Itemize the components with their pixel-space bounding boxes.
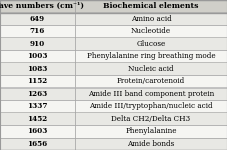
Text: 1263: 1263 — [27, 90, 48, 98]
Text: 1603: 1603 — [27, 127, 48, 135]
Bar — [75, 12, 227, 25]
Bar — [75, 63, 227, 75]
Text: Biochemical elements: Biochemical elements — [103, 2, 199, 10]
Bar — [0, 100, 75, 112]
Text: Nucleic acid: Nucleic acid — [128, 65, 174, 73]
Text: Wave numbers (cm⁻¹): Wave numbers (cm⁻¹) — [0, 2, 84, 10]
Bar — [0, 12, 75, 25]
Bar — [0, 0, 75, 12]
Text: Protein/carotenoid: Protein/carotenoid — [117, 77, 185, 85]
Text: 1452: 1452 — [27, 115, 48, 123]
Bar — [75, 75, 227, 87]
Bar — [0, 50, 75, 63]
Text: Glucose: Glucose — [136, 40, 165, 48]
Text: 1152: 1152 — [27, 77, 48, 85]
Bar — [0, 138, 75, 150]
Text: Phenylalanine ring breathing mode: Phenylalanine ring breathing mode — [87, 52, 215, 60]
Bar — [0, 112, 75, 125]
Bar — [75, 38, 227, 50]
Bar — [75, 125, 227, 138]
Bar — [0, 87, 75, 100]
Bar — [0, 25, 75, 38]
Text: 1337: 1337 — [27, 102, 48, 110]
Bar — [75, 100, 227, 112]
Bar — [0, 75, 75, 87]
Bar — [75, 0, 227, 12]
Bar — [75, 50, 227, 63]
Text: Amino acid: Amino acid — [131, 15, 171, 23]
Text: 910: 910 — [30, 40, 45, 48]
Bar — [0, 125, 75, 138]
Bar — [75, 112, 227, 125]
Bar — [0, 38, 75, 50]
Bar — [75, 25, 227, 38]
Text: Nucleotide: Nucleotide — [131, 27, 171, 35]
Text: 716: 716 — [30, 27, 45, 35]
Text: 1003: 1003 — [27, 52, 48, 60]
Text: Amide bonds: Amide bonds — [127, 140, 175, 148]
Text: Amide III/tryptophan/nucleic acid: Amide III/tryptophan/nucleic acid — [89, 102, 213, 110]
Bar — [75, 138, 227, 150]
Text: Amide III band component protein: Amide III band component protein — [88, 90, 214, 98]
Bar — [0, 63, 75, 75]
Text: Delta CH2/Delta CH3: Delta CH2/Delta CH3 — [111, 115, 190, 123]
Bar — [75, 87, 227, 100]
Text: Phenylalanine: Phenylalanine — [125, 127, 177, 135]
Text: 1656: 1656 — [27, 140, 47, 148]
Text: 649: 649 — [30, 15, 45, 23]
Text: 1083: 1083 — [27, 65, 48, 73]
